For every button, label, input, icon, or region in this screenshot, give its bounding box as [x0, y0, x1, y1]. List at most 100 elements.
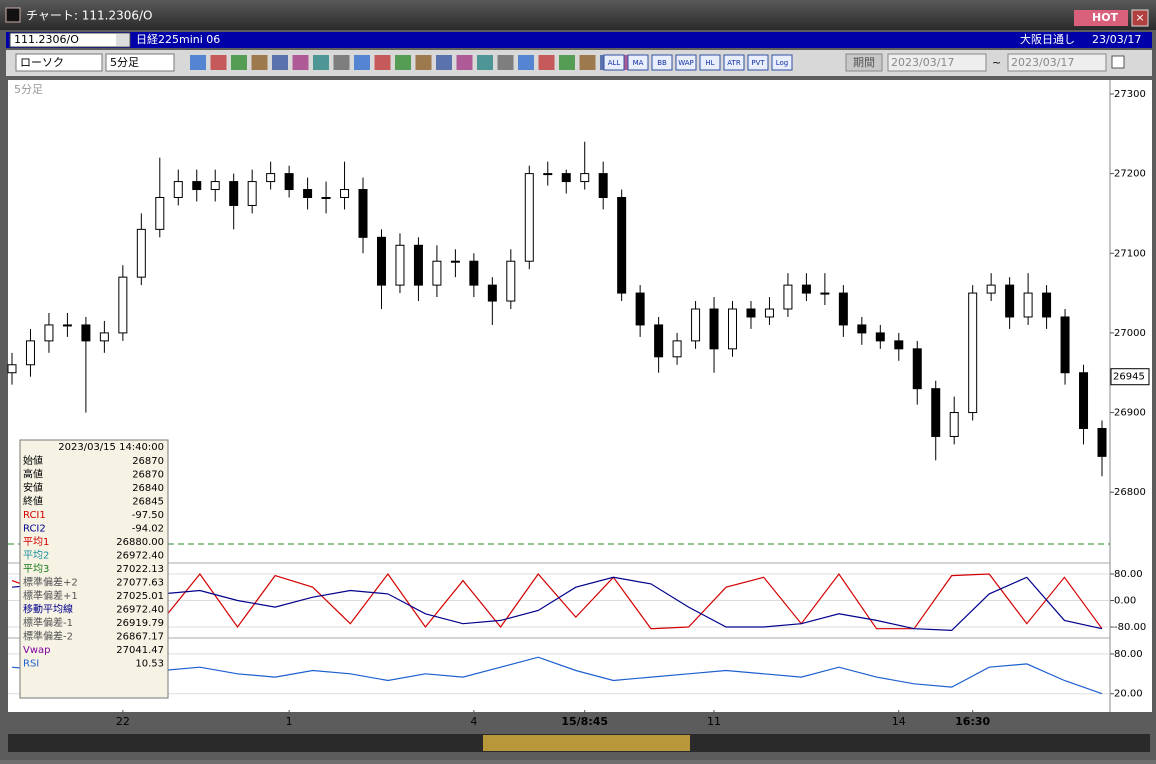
x-tick-label: 22	[116, 715, 130, 728]
info-label: 平均1	[23, 536, 49, 548]
toolbar-icon[interactable]	[436, 55, 452, 70]
info-value: 27077.63	[116, 578, 164, 589]
candle-body	[247, 181, 257, 206]
y-tick-label: 27300	[1114, 89, 1146, 100]
toolbar-icon[interactable]	[579, 55, 596, 70]
toolbar-icon[interactable]	[699, 54, 721, 71]
candle-body	[894, 340, 904, 350]
x-tick-label: 1	[286, 715, 293, 728]
candle-body	[617, 196, 627, 294]
toolbar-icon[interactable]	[292, 55, 309, 70]
window-title: チャート: 111.2306/O	[26, 9, 152, 23]
toolbar-icon[interactable]	[747, 54, 769, 71]
toolbar-icon[interactable]	[771, 54, 793, 71]
from-date-text[interactable]: 2023/03/17	[891, 56, 954, 69]
toolbar-icon[interactable]	[538, 55, 555, 70]
scroll-thumb[interactable]	[483, 735, 690, 751]
last-price-label: 26945	[1113, 372, 1145, 383]
y-tick-label: 80.00	[1114, 649, 1143, 660]
checkbox[interactable]	[1111, 55, 1125, 69]
candle-body	[173, 181, 183, 198]
toolbar-icon[interactable]	[231, 55, 247, 70]
to-date-text[interactable]: 2023/03/17	[1011, 56, 1074, 69]
toolbar-icon[interactable]	[723, 54, 745, 71]
info-value: 26870	[132, 456, 164, 467]
toolbar-icon[interactable]	[210, 55, 227, 70]
interval-select[interactable]	[105, 53, 175, 72]
toolbar-icon[interactable]	[477, 55, 493, 70]
info-label: 標準偏差+2	[23, 576, 78, 589]
x-tick-label: 16:30	[955, 715, 990, 728]
close-button[interactable]	[1131, 9, 1149, 27]
toolbar-icon[interactable]	[675, 54, 697, 71]
candle-body	[413, 244, 423, 286]
x-tick-label: 14	[892, 715, 906, 728]
x-tick-label: 15/8:45	[561, 715, 608, 728]
candle-body	[210, 181, 220, 191]
chart-kind-select[interactable]	[15, 53, 103, 72]
info-label: 標準偏差+1	[23, 589, 78, 602]
info-label: 安値	[23, 481, 43, 494]
toolbar-icon-label: PVT	[751, 59, 765, 67]
chart-kind[interactable]: ローソク	[20, 56, 64, 69]
toolbar-icon[interactable]	[603, 54, 625, 71]
toolbar-icon[interactable]	[497, 55, 514, 70]
toolbar-icon[interactable]	[559, 55, 575, 70]
period-button[interactable]	[845, 53, 883, 72]
candle-body	[598, 173, 608, 198]
candle-body	[81, 324, 91, 342]
last-price-box	[1110, 368, 1150, 386]
hot-label[interactable]: HOT	[1092, 11, 1119, 24]
candle-body	[838, 292, 848, 326]
candle-body	[395, 244, 405, 286]
candle-body	[764, 308, 774, 318]
toolbar-icon[interactable]	[627, 54, 649, 71]
y-tick-label: -80.00	[1114, 622, 1146, 633]
candle-body	[986, 284, 996, 294]
toolbar-icon[interactable]	[272, 55, 288, 70]
info-value: 10.53	[135, 659, 164, 670]
from-date[interactable]	[887, 53, 987, 72]
interval-caption: 5分足	[14, 83, 43, 96]
candle-body	[155, 196, 165, 230]
period-label[interactable]: 期間	[853, 56, 875, 69]
candle-body	[820, 292, 830, 295]
toolbar-icon[interactable]	[190, 55, 206, 70]
toolbar-icon[interactable]	[313, 55, 329, 70]
market-date: 23/03/17	[1092, 33, 1141, 46]
candle-body	[44, 324, 54, 342]
toolbar-icon[interactable]	[374, 55, 391, 70]
toolbar-icon[interactable]	[251, 55, 268, 70]
toolbar-icon[interactable]	[395, 55, 411, 70]
toolbar-icon[interactable]	[456, 55, 473, 70]
toolbar-icon[interactable]	[333, 55, 350, 70]
x-tick-label: 11	[707, 715, 721, 728]
info-label: 高値	[23, 468, 43, 481]
symbol-code[interactable]: 111.2306/O	[14, 33, 79, 46]
x-tick-label: 4	[470, 715, 477, 728]
candle-body	[709, 308, 719, 350]
toolbar-icon[interactable]	[354, 55, 370, 70]
toolbar-icon[interactable]	[415, 55, 432, 70]
toolbar-icon[interactable]	[651, 54, 673, 71]
info-value: 26972.40	[116, 551, 164, 562]
hot-button[interactable]	[1074, 10, 1128, 26]
indicator-line	[11, 572, 1103, 630]
candle-body	[1005, 284, 1015, 318]
close-icon[interactable]: ×	[1135, 11, 1144, 24]
candle-body	[118, 276, 128, 334]
info-label: Vwap	[23, 645, 51, 656]
candle-body	[857, 324, 867, 334]
candle-body	[875, 332, 885, 342]
info-value: 26870	[132, 470, 164, 481]
to-date[interactable]	[1007, 53, 1107, 72]
candle-body	[949, 412, 959, 437]
info-value: 26840	[132, 483, 164, 494]
toolbar-icons: ALL MA BB WAP HL ATR PVT Log	[190, 54, 793, 71]
symbol-input[interactable]	[9, 32, 131, 48]
toolbar-icon[interactable]	[518, 55, 534, 70]
symbol-dropdown[interactable]	[116, 34, 129, 46]
interval[interactable]: 5分足	[110, 56, 139, 69]
